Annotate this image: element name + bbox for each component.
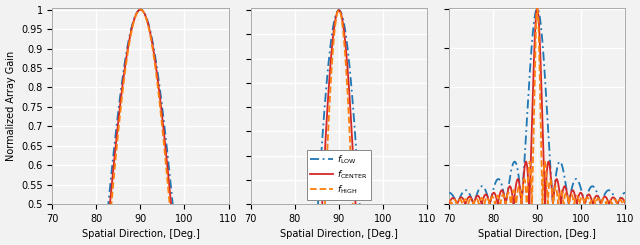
X-axis label: Spatial Direction, [Deg.]: Spatial Direction, [Deg.] [81,230,200,239]
Legend: $f_{\mathrm{LOW}}$, $f_{\mathrm{CENTER}}$, $f_{\mathrm{HIGH}}$: $f_{\mathrm{LOW}}$, $f_{\mathrm{CENTER}}… [307,149,371,200]
Y-axis label: Normalized Array Gain: Normalized Array Gain [6,51,15,161]
X-axis label: Spatial Direction, [Deg.]: Spatial Direction, [Deg.] [478,230,596,239]
X-axis label: Spatial Direction, [Deg.]: Spatial Direction, [Deg.] [280,230,398,239]
